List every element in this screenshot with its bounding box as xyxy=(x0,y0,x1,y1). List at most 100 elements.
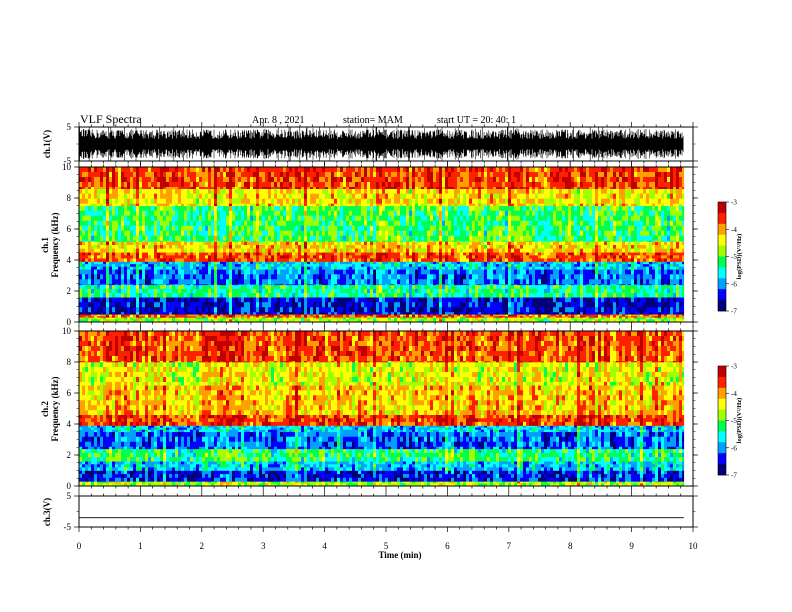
spectrogram-ch1-cell xyxy=(217,284,220,285)
spectrogram-ch1-cell xyxy=(439,307,442,312)
spectrogram-ch1-cell xyxy=(187,274,190,279)
spectrogram-ch1-cell xyxy=(385,293,388,297)
spectrogram-ch1-cell xyxy=(646,274,649,279)
spectrogram-ch1-cell xyxy=(136,285,139,289)
spectrogram-ch1-cell xyxy=(391,319,394,321)
spectrogram-ch1-cell xyxy=(130,312,133,314)
spectrogram-ch1-cell xyxy=(322,269,325,274)
spectrogram-ch1-cell xyxy=(502,302,505,307)
spectrogram-ch1-cell xyxy=(82,319,85,321)
spectrogram-ch1-cell xyxy=(247,255,250,258)
spectrogram-ch1-cell xyxy=(238,284,241,285)
spectrogram-ch1-cell xyxy=(112,269,115,274)
spectrogram-ch1-cell xyxy=(658,314,661,316)
spectrogram-ch1-cell xyxy=(553,262,556,265)
spectrogram-ch1-cell xyxy=(166,316,169,317)
spectrogram-ch1-cell xyxy=(652,279,655,284)
spectrogram-ch1-cell xyxy=(202,262,205,265)
spectrogram-ch1-cell xyxy=(364,241,367,245)
spectrogram-ch1-cell xyxy=(568,285,571,289)
spectrogram-ch1-cell xyxy=(655,293,658,297)
spectrogram-ch1-cell xyxy=(619,279,622,284)
spectrogram-ch1-cell xyxy=(562,255,565,258)
spectrogram-ch1-cell xyxy=(148,258,151,261)
spectrogram-ch1-cell xyxy=(232,307,235,312)
spectrogram-ch1-cell xyxy=(358,285,361,289)
spectrogram-ch1-cell xyxy=(124,289,127,293)
spectrogram-ch1-cell xyxy=(199,302,202,307)
spectrogram-ch1-cell xyxy=(106,289,109,293)
spectrogram-ch1-cell xyxy=(145,258,148,261)
spectrogram-ch1-cell xyxy=(274,241,277,245)
spectrogram-ch1-cell xyxy=(124,317,127,319)
spectrogram-ch1-cell xyxy=(487,317,490,319)
spectrogram-ch1-cell xyxy=(127,279,130,284)
spectrogram-ch1-cell xyxy=(214,245,217,249)
spectrogram-ch1-cell xyxy=(217,258,220,261)
spectrogram-ch1-cell xyxy=(535,317,538,319)
spectrogram-ch1-cell xyxy=(535,245,538,249)
spectrogram-ch1-cell xyxy=(424,316,427,317)
spectrogram-ch1-cell xyxy=(460,284,463,285)
spectrogram-ch1-cell xyxy=(625,245,628,249)
spectrogram-ch1-cell xyxy=(649,269,652,274)
spectrogram-ch1-cell xyxy=(154,317,157,319)
spectrogram-ch1-cell xyxy=(343,293,346,297)
spectrogram-ch1-cell xyxy=(529,255,532,258)
spectrogram-ch1-cell xyxy=(505,307,508,312)
spectrogram-ch1-cell xyxy=(436,297,439,302)
spectrogram-ch1-cell xyxy=(190,302,193,307)
spectrogram-ch1-cell xyxy=(544,302,547,307)
spectrogram-ch1-cell xyxy=(295,297,298,302)
spectrogram-ch1-cell xyxy=(280,267,283,270)
spectrogram-ch1-cell xyxy=(607,293,610,297)
spectrogram-ch1-cell xyxy=(373,264,376,267)
spectrogram-ch1-cell xyxy=(379,255,382,258)
spectrogram-ch1-cell xyxy=(529,297,532,302)
spectrogram-ch1-cell xyxy=(373,293,376,297)
spectrogram-ch1-cell xyxy=(385,302,388,307)
spectrogram-ch1-cell xyxy=(235,262,238,265)
spectrogram-ch1-cell xyxy=(352,274,355,279)
spectrogram-ch1-cell xyxy=(388,279,391,284)
spectrogram-ch1-cell xyxy=(415,262,418,265)
spectrogram-ch1-cell xyxy=(313,314,316,316)
spectrogram-ch1-cell xyxy=(349,314,352,316)
spectrogram-ch1-cell xyxy=(154,249,157,253)
spectrogram-ch1-cell xyxy=(310,245,313,249)
spectrogram-ch1-cell xyxy=(445,252,448,255)
spectrogram-ch1-cell xyxy=(142,262,145,265)
spectrogram-ch1-cell xyxy=(268,302,271,307)
spectrogram-ch1-cell xyxy=(439,245,442,249)
spectrogram-ch1-cell xyxy=(109,314,112,316)
spectrogram-ch1-cell xyxy=(481,297,484,302)
spectrogram-ch1-cell xyxy=(310,297,313,302)
spectrogram-ch1-cell xyxy=(673,284,676,285)
spectrogram-ch1-cell xyxy=(184,293,187,297)
spectrogram-ch1-cell xyxy=(613,319,616,321)
spectrogram-ch1-cell xyxy=(271,289,274,293)
spectrogram-ch1-cell xyxy=(325,285,328,289)
spectrogram-ch1-cell xyxy=(454,297,457,302)
spectrogram-ch1-cell xyxy=(472,255,475,258)
spectrogram-ch1-cell xyxy=(559,279,562,284)
spectrogram-ch1-cell xyxy=(283,284,286,285)
spectrogram-ch1-cell xyxy=(460,267,463,270)
spectrogram-ch1-cell xyxy=(277,317,280,319)
spectrogram-ch1-cell xyxy=(589,284,592,285)
spectrogram-ch1-cell xyxy=(373,307,376,312)
spectrogram-ch1-cell xyxy=(379,289,382,293)
spectrogram-ch1-cell xyxy=(400,319,403,321)
spectrogram-ch1-cell xyxy=(391,269,394,274)
spectrogram-ch1-cell xyxy=(391,316,394,317)
spectrogram-ch1-cell xyxy=(292,279,295,284)
spectrogram-ch1-cell xyxy=(184,264,187,267)
spectrogram-ch1-cell xyxy=(628,293,631,297)
spectrogram-ch1-cell xyxy=(271,269,274,274)
spectrogram-ch1-cell xyxy=(106,307,109,312)
spectrogram-ch1-cell xyxy=(358,289,361,293)
spectrogram-ch1-cell xyxy=(646,302,649,307)
spectrogram-ch1-cell xyxy=(403,302,406,307)
spectrogram-ch1-cell xyxy=(223,252,226,255)
spectrogram-ch1-cell xyxy=(472,319,475,321)
